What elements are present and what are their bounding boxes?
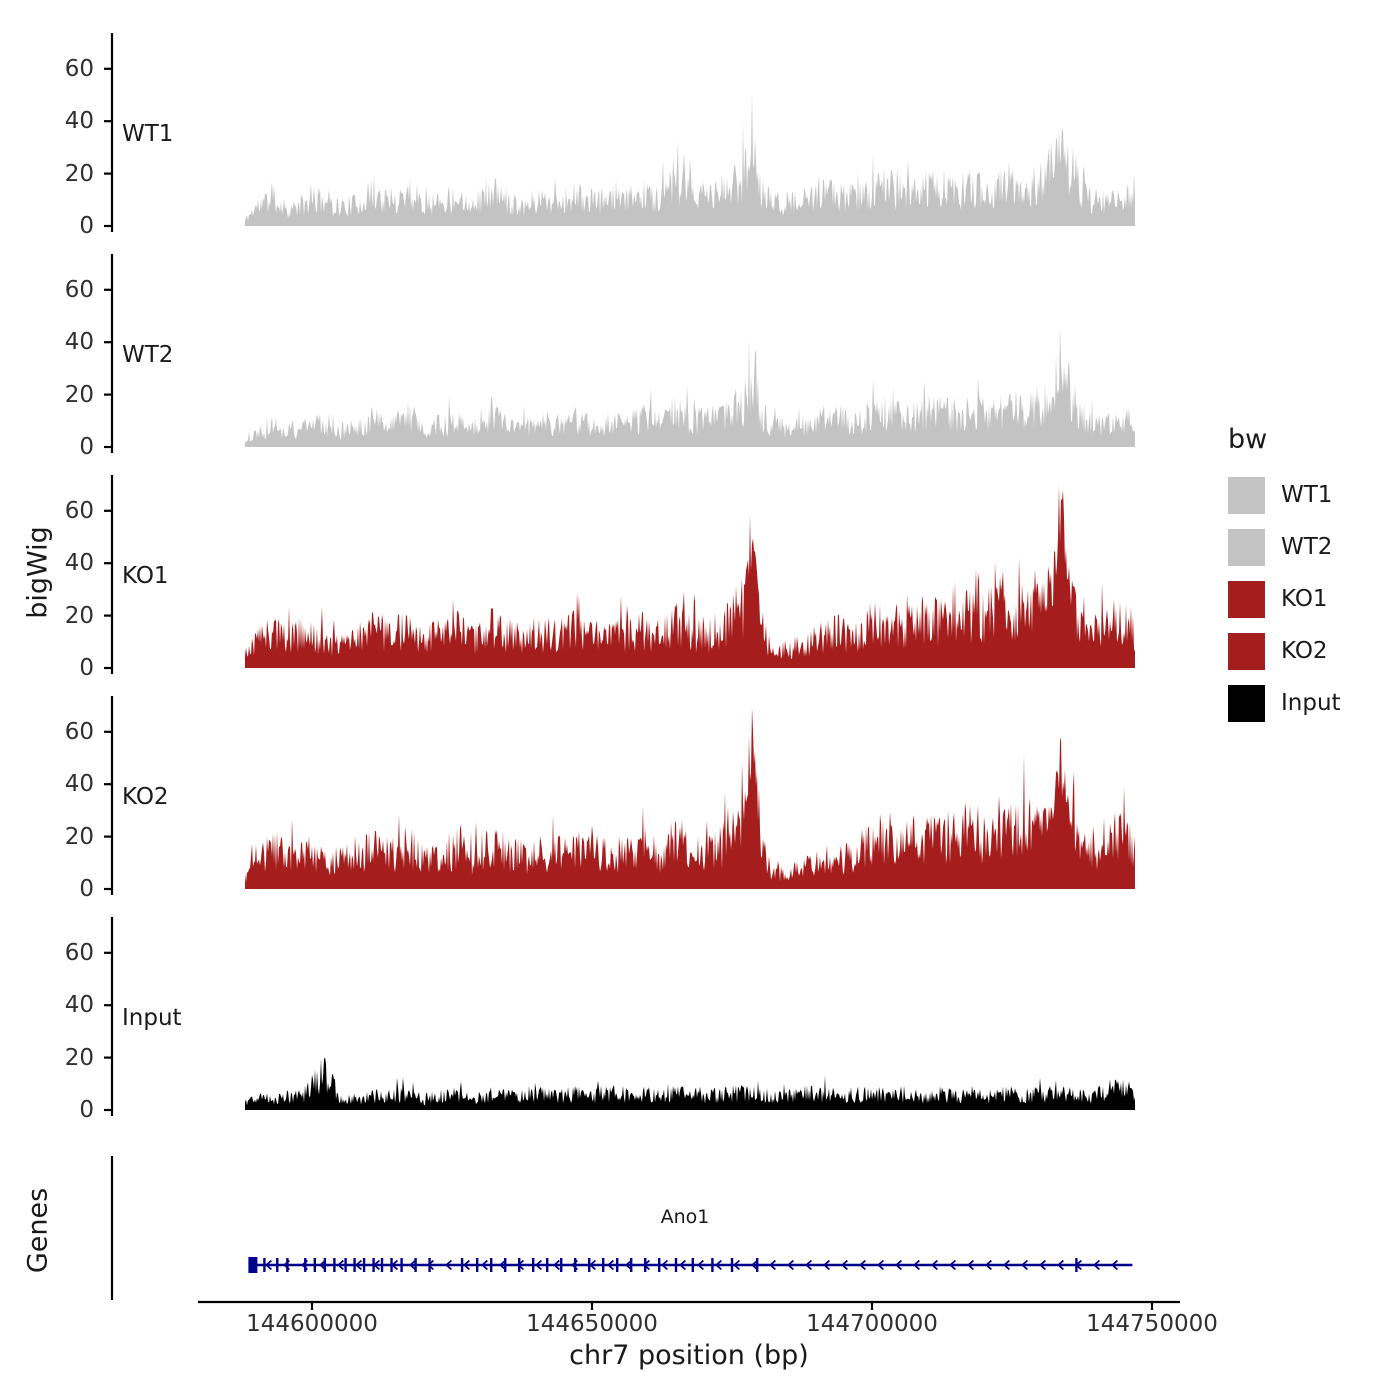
y-tick-label: 60 xyxy=(64,497,94,524)
y-tick-label: 40 xyxy=(64,108,94,135)
legend: bw WT1 WT2 KO1 KO2 Input xyxy=(1228,424,1341,729)
y-tick-label: 40 xyxy=(64,550,94,577)
strand-arrow-left xyxy=(265,1259,273,1271)
strand-arrow-left xyxy=(355,1259,363,1271)
legend-swatch-input xyxy=(1228,684,1265,722)
y-tick-label: 60 xyxy=(64,55,94,82)
strand-arrow-left xyxy=(1057,1259,1065,1271)
strand-arrow-left xyxy=(1093,1259,1101,1271)
x-tick-label: 144700000 xyxy=(806,1311,938,1337)
legend-label-input: Input xyxy=(1281,690,1341,716)
strand-arrow-left xyxy=(913,1259,921,1271)
legend-label-ko1: KO1 xyxy=(1281,586,1328,612)
x-tick-label: 144600000 xyxy=(246,1311,378,1337)
strand-arrow-left xyxy=(895,1259,903,1271)
strand-arrow-left xyxy=(859,1259,867,1271)
panel-label-wt2: WT2 xyxy=(122,342,174,368)
gene-name-label: Ano1 xyxy=(660,1206,710,1228)
genes-axis-label: Genes xyxy=(22,1187,54,1274)
legend-swatch-wt2 xyxy=(1228,528,1265,566)
legend-swatch-ko1 xyxy=(1228,580,1265,618)
strand-arrow-left xyxy=(409,1259,417,1271)
strand-arrow-left xyxy=(445,1259,453,1271)
strand-arrow-left xyxy=(841,1259,849,1271)
strand-arrow-left xyxy=(823,1259,831,1271)
y-tick-label: 20 xyxy=(64,1044,94,1071)
legend-entry: Input xyxy=(1228,677,1341,729)
legend-label-wt1: WT1 xyxy=(1281,482,1333,508)
strand-arrow-left xyxy=(1039,1259,1047,1271)
strand-arrow-left xyxy=(931,1259,939,1271)
strand-arrow-left xyxy=(877,1259,885,1271)
strand-arrow-left xyxy=(535,1259,543,1271)
strand-arrow-left xyxy=(787,1259,795,1271)
legend-entry: KO1 xyxy=(1228,573,1341,625)
legend-entry: WT2 xyxy=(1228,521,1341,573)
x-axis-title: chr7 position (bp) xyxy=(569,1340,809,1371)
strand-arrow-left xyxy=(985,1259,993,1271)
gene-end-exon-box xyxy=(248,1257,258,1273)
panel-label-input: Input xyxy=(122,1005,182,1031)
strand-arrow-left xyxy=(481,1259,489,1271)
panel-label-ko2: KO2 xyxy=(122,784,169,810)
legend-title: bw xyxy=(1228,424,1268,455)
strand-arrow-left xyxy=(949,1259,957,1271)
strand-arrow-left xyxy=(733,1259,741,1271)
legend-entry: WT1 xyxy=(1228,469,1341,521)
strand-arrow-left xyxy=(553,1259,561,1271)
y-tick-label: 0 xyxy=(79,655,94,681)
panel-label-wt1: WT1 xyxy=(122,121,174,147)
y-tick-label: 0 xyxy=(79,1097,94,1123)
signal-area-ko1 xyxy=(245,484,1135,668)
y-tick-label: 60 xyxy=(64,276,94,303)
y-tick-label: 60 xyxy=(64,939,94,966)
strand-arrow-left xyxy=(607,1259,615,1271)
y-tick-label: 60 xyxy=(64,718,94,745)
y-tick-label: 0 xyxy=(79,213,94,239)
strand-arrow-left xyxy=(679,1259,687,1271)
y-tick-label: 40 xyxy=(64,771,94,798)
y-tick-label: 0 xyxy=(79,876,94,902)
legend-entry: KO2 xyxy=(1228,625,1341,677)
signal-area-wt1 xyxy=(245,90,1135,226)
y-tick-label: 20 xyxy=(64,160,94,187)
strand-arrow-left xyxy=(751,1259,759,1271)
strand-arrow-left xyxy=(805,1259,813,1271)
legend-swatch-ko2 xyxy=(1228,632,1265,670)
legend-label-wt2: WT2 xyxy=(1281,534,1333,560)
strand-arrow-left xyxy=(1021,1259,1029,1271)
signal-area-ko2 xyxy=(245,707,1135,889)
signal-area-input xyxy=(245,1057,1135,1110)
strand-arrow-left xyxy=(1111,1259,1119,1271)
signal-area-wt2 xyxy=(245,326,1135,447)
y-tick-label: 40 xyxy=(64,329,94,356)
y-tick-label: 20 xyxy=(64,602,94,629)
strand-arrow-left xyxy=(499,1259,507,1271)
strand-arrow-left xyxy=(697,1259,705,1271)
y-tick-label: 20 xyxy=(64,381,94,408)
strand-arrow-left xyxy=(661,1259,669,1271)
panel-label-ko1: KO1 xyxy=(122,563,169,589)
legend-label-ko2: KO2 xyxy=(1281,638,1328,664)
strand-arrow-left xyxy=(715,1259,723,1271)
y-tick-label: 0 xyxy=(79,434,94,460)
strand-arrow-left xyxy=(625,1259,633,1271)
y-tick-label: 40 xyxy=(64,992,94,1019)
y-tick-label: 20 xyxy=(64,823,94,850)
strand-arrow-left xyxy=(1003,1259,1011,1271)
strand-arrow-left xyxy=(463,1259,471,1271)
strand-arrow-left xyxy=(967,1259,975,1271)
strand-arrow-left xyxy=(769,1259,777,1271)
x-tick-label: 144650000 xyxy=(526,1311,658,1337)
legend-swatch-wt1 xyxy=(1228,476,1265,514)
x-tick-label: 144750000 xyxy=(1086,1311,1218,1337)
strand-arrow-left xyxy=(337,1259,345,1271)
